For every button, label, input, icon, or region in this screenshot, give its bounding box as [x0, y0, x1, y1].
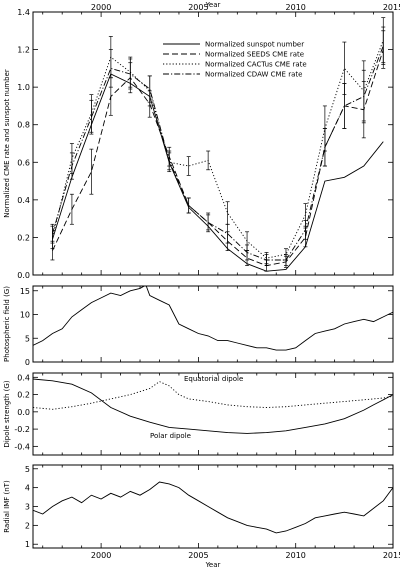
top-x-tick-label: 2010: [286, 3, 306, 12]
y-tick-label: 0.8: [17, 121, 30, 130]
plot-frame: [32, 464, 394, 549]
y-tick-label: -0.2: [14, 425, 30, 434]
bottom-x-tick-label: 2015: [383, 551, 400, 560]
top-x-tick-label: 2005: [188, 3, 208, 12]
legend-label: Normalized SEEDS CME rate: [205, 51, 304, 59]
legend: Normalized sunspot number Normalized SEED…: [163, 41, 307, 79]
panel-4: 1 2 3 4 5 Radial IMF (nT): [3, 464, 394, 549]
polar-dipole-label: Polar dipole: [150, 432, 191, 440]
legend-label: Normalized CACTus CME rate: [205, 61, 307, 69]
y-tick-label: 0: [25, 358, 30, 367]
y-tick-label: 1.2: [17, 46, 30, 55]
y-tick-label: 0.0: [17, 408, 30, 417]
y-tick-label: 0.2: [17, 233, 30, 242]
y-axis-title: Photospheric field (G): [3, 286, 11, 362]
y-tick-label: 0.4: [17, 196, 30, 205]
series-line: [33, 378, 393, 434]
series-line: [33, 286, 393, 351]
series-line: [52, 73, 384, 272]
bottom-x-tick-label: 2000: [91, 551, 111, 560]
series-1: [33, 481, 393, 534]
series-1: [33, 381, 393, 410]
bottom-x-tick-label: 2005: [188, 551, 208, 560]
legend-label: Normalized sunspot number: [205, 41, 304, 49]
y-tick-label: 0.6: [17, 158, 30, 167]
panel-1: 0.0 0.2 0.4 0.6 0.8 1.0 1.2 1.4 Normalized CME r…: [3, 8, 394, 280]
y-tick-label: 1.0: [17, 83, 30, 92]
y-tick-label: 2: [25, 521, 30, 530]
y-tick-label: -0.4: [14, 442, 30, 451]
y-tick-label: 15: [20, 287, 30, 296]
series-line: [33, 381, 393, 410]
y-tick-label: 0.0: [17, 271, 30, 280]
y-axis-title: Normalized CME rate and sunspot number: [3, 69, 11, 218]
y-tick-label: 1.4: [17, 8, 30, 17]
y-tick-label: 5: [25, 465, 30, 474]
series-1: [52, 73, 384, 272]
y-axis-title: Radial IMF (nT): [3, 480, 11, 533]
plot-frame: [32, 11, 394, 276]
y-tick-label: 5: [25, 334, 30, 343]
y-tick-label: 1: [25, 540, 30, 549]
panel-3: -0.4 -0.2 0.0 0.2 0.4 Dipole strength (G): [3, 372, 394, 456]
series-line: [52, 40, 384, 259]
y-tick-label: 0.4: [17, 373, 30, 382]
series-line: [52, 49, 384, 267]
bottom-axis-title: Year: [205, 561, 221, 569]
panel-2: 0 5 10 15 Photospheric field (G): [3, 285, 394, 367]
top-x-tick-label: 2015: [383, 3, 400, 12]
top-axis-title: Year: [205, 1, 221, 9]
equatorial-dipole-label: Equatorial dipole: [184, 375, 243, 383]
plot-frame: [32, 285, 394, 363]
series-4: [50, 26, 386, 266]
series-1: [33, 286, 393, 351]
series-2: [33, 378, 393, 434]
legend-label: Normalized CDAW CME rate: [205, 71, 302, 79]
y-tick-label: 3: [25, 503, 30, 512]
series-line: [52, 45, 384, 261]
series-line: [33, 481, 393, 534]
y-tick-label: 10: [20, 311, 30, 320]
top-x-tick-label: 2000: [91, 3, 111, 12]
y-axis-title: Dipole strength (G): [3, 380, 11, 447]
plot-frame: [32, 372, 394, 456]
y-tick-label: 4: [25, 484, 30, 493]
y-tick-label: 0.2: [17, 391, 30, 400]
bottom-x-tick-label: 2010: [286, 551, 306, 560]
